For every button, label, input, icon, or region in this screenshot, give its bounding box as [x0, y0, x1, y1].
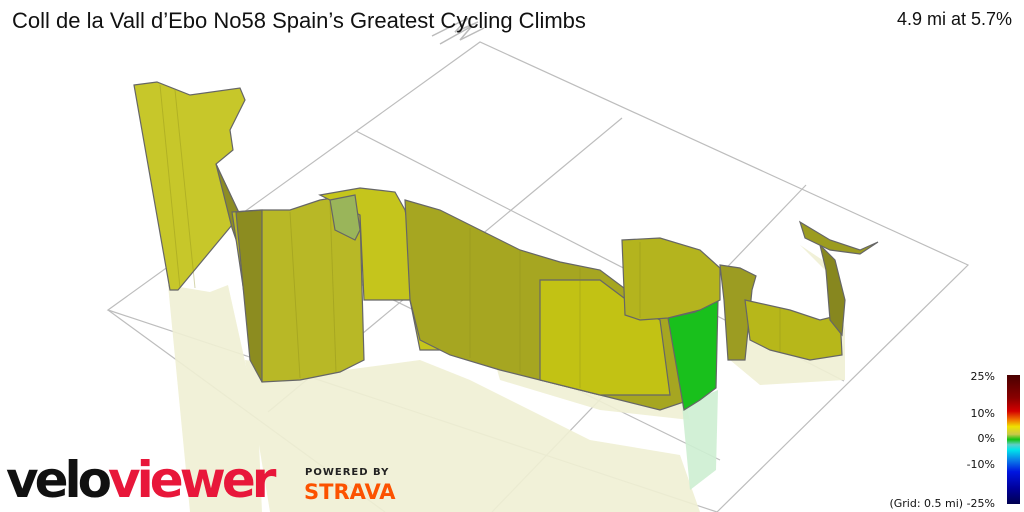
- legend-label-minus10: -10%: [966, 458, 995, 471]
- compass-north-icon: [431, 17, 485, 45]
- wall-shading: [159, 84, 781, 388]
- legend-label-25: 25%: [970, 370, 995, 383]
- legend-label-10: 10%: [970, 407, 995, 420]
- logo-viewer: viewer: [108, 451, 276, 509]
- green-reflection: [682, 390, 718, 490]
- climb-stats: 4.9 mi at 5.7%: [896, 9, 1012, 29]
- logo-velo: velo: [6, 451, 112, 509]
- powered-by-label: POWERED BY: [305, 467, 390, 478]
- legend-label-0: 0%: [977, 432, 995, 445]
- strava-logo[interactable]: STRAVA: [304, 480, 396, 504]
- elevation-wall: [133, 81, 879, 411]
- gradient-color-bar: [1007, 375, 1020, 504]
- legend-label-minus25: (Grid: 0.5 mi) -25%: [889, 497, 995, 510]
- veloviewer-logo[interactable]: veloviewer: [6, 450, 276, 510]
- page-title: Coll de la Vall d’Ebo No58 Spain’s Great…: [12, 8, 586, 33]
- gradient-legend: 25% 10% 0% -10% (Grid: 0.5 mi) -25%: [864, 370, 1024, 512]
